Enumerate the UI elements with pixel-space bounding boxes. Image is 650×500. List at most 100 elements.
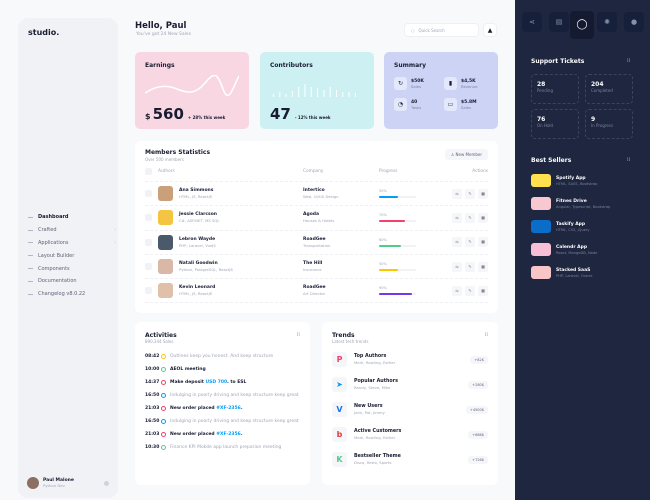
menu-icon[interactable]: ⁞⁞ (296, 332, 300, 338)
row-checkbox[interactable] (145, 287, 152, 295)
sidebar-item[interactable]: Documentation (28, 275, 85, 288)
layout-icon[interactable]: ▤ (549, 12, 569, 32)
contributors-value: 47 (270, 105, 291, 123)
sidebar-item[interactable]: Changelog v8.0.22 (28, 288, 85, 301)
author-skills: Python, PostgreSQL, ReactJS (179, 267, 233, 273)
contributor-bar (317, 88, 319, 97)
trend-item[interactable]: V New Users John, Pat, Jimmy +4500$ (332, 397, 488, 422)
trend-item[interactable]: P Top Authors Mark, Rowling, Esther +82$ (332, 347, 488, 372)
activity-item: 21:03 New order placed #XF-2356. (145, 402, 300, 415)
edit-icon[interactable]: ✎ (465, 237, 475, 248)
sidebar-item[interactable]: Layout Builder (28, 249, 85, 262)
activity-link[interactable]: #XF-2356 (216, 432, 241, 437)
chat-icon[interactable]: ● (624, 12, 644, 32)
app-thumbnail (531, 174, 551, 187)
edit-icon[interactable]: ✎ (465, 285, 475, 296)
best-seller-item[interactable]: Spotify App HTML, SASS, Bootstrap (531, 169, 641, 192)
edit-icon[interactable]: ✎ (465, 188, 475, 199)
user-profile[interactable]: Paul Malone Python Dev (27, 477, 109, 489)
delete-icon[interactable]: ■ (478, 188, 488, 199)
activity-link[interactable]: USD 700 (205, 380, 228, 385)
bell-icon[interactable]: ▲ (483, 23, 497, 37)
delete-icon[interactable]: ■ (478, 261, 488, 272)
settings-icon[interactable] (104, 480, 109, 486)
delete-icon[interactable]: ■ (478, 237, 488, 248)
row-checkbox[interactable] (145, 263, 152, 271)
new-member-label: New Member (455, 152, 482, 157)
author-name[interactable]: Jessie Clarcson (179, 212, 217, 218)
edit-icon[interactable]: ✎ (465, 261, 475, 272)
ticket-value: 28 (537, 81, 546, 88)
summary-label: Revenue (461, 83, 478, 89)
best-seller-item[interactable]: Calendr App React, MongoDB, Node (531, 238, 641, 261)
activity-time: 21:03 (145, 432, 160, 437)
activity-link[interactable]: #XF-2356 (216, 406, 241, 411)
summary-label: Tasks (411, 104, 422, 110)
share-icon[interactable]: ⋖ (522, 12, 542, 32)
menu-icon[interactable]: ⁞⁞ (484, 332, 488, 338)
donut-icon[interactable]: ◯ (570, 11, 594, 39)
select-all-checkbox[interactable] (145, 168, 152, 175)
best-seller-item[interactable]: Stacked SaaS PHP, Laravel, Oracle (531, 261, 641, 284)
activities-subtitle: 890,344 Sales (145, 339, 174, 344)
ticket-stat[interactable]: 9 In Progress (585, 109, 633, 139)
table-row: Lebron Wayde PHP, Laravel, VueJS RoadGee T… (145, 231, 488, 255)
switch-icon[interactable]: ⇋ (452, 285, 462, 296)
new-member-button[interactable]: ♙ New Member (444, 149, 488, 160)
activity-time: 14:37 (145, 380, 160, 385)
sidebar-item[interactable]: Dashboard (28, 211, 85, 224)
summary-label: Sales (411, 83, 422, 89)
best-seller-item[interactable]: Taskify App HTML, CSS, jQuery (531, 215, 641, 238)
search-input[interactable]: ○ Quick Search (404, 23, 479, 37)
author-name[interactable]: Ana Simmons (179, 188, 214, 194)
row-checkbox[interactable] (145, 238, 152, 246)
seller-name: Spotify App (556, 175, 586, 181)
menu-icon[interactable]: ⁞⁞ (627, 58, 631, 64)
trend-badge: +4500$ (465, 405, 488, 414)
sidebar-item-label: Components (38, 265, 70, 272)
progress-bar (379, 220, 416, 223)
timeline-dot-icon (161, 445, 166, 450)
author-name[interactable]: Lebron Wayde (179, 236, 216, 242)
earnings-card: Earnings $560 + 28% this week (135, 52, 249, 129)
table-row: Jessie Clarcson C#, ASP.NET, MS SQL Agoda… (145, 206, 488, 231)
ticket-stat[interactable]: 28 Pending (531, 74, 579, 104)
summary-item: ↻ $50K Sales (394, 77, 438, 90)
best-seller-item[interactable]: Fitnes Drive Angular, Typescript, Bootstr… (531, 192, 641, 215)
author-name[interactable]: Natali Goodwin (179, 261, 218, 267)
seller-tech: HTML, CSS, jQuery (556, 227, 590, 232)
sidebar-item[interactable]: Applications › (28, 237, 116, 250)
contributor-bar (279, 92, 281, 97)
gear-icon[interactable]: ✺ (597, 12, 617, 32)
avatar (158, 210, 173, 226)
row-checkbox[interactable] (145, 190, 152, 198)
trend-sub: Disco, Retro, Sports (354, 460, 392, 465)
trend-item[interactable]: ➤ Popular Authors Randy, Steve, Mike +280$ (332, 372, 488, 397)
row-checkbox[interactable] (145, 214, 152, 222)
sidebar-item[interactable]: Crafted › (28, 224, 116, 237)
summary-card: Summary ↻ $50K Sales ▮ $4,5K Revenue ◔ 40 Tasks ▭… (384, 52, 498, 129)
company-name: RoadGee (303, 285, 326, 291)
menu-icon[interactable]: ⁞⁞ (627, 157, 631, 163)
sidebar-item[interactable]: Components (28, 262, 85, 275)
contributor-bar (329, 87, 331, 97)
activity-item: 16:50 Indulging in poorly driving and kee… (145, 389, 300, 402)
switch-icon[interactable]: ⇋ (452, 237, 462, 248)
trend-item[interactable]: b Active Customers Mark, Rowling, Esther +6… (332, 422, 488, 447)
ticket-label: On Hold (537, 123, 554, 128)
ticket-stat[interactable]: 76 On Hold (531, 109, 579, 139)
switch-icon[interactable]: ⇋ (452, 212, 462, 223)
switch-icon[interactable]: ⇋ (452, 188, 462, 199)
edit-icon[interactable]: ✎ (465, 212, 475, 223)
author-name[interactable]: Kevin Leonard (179, 285, 216, 291)
page-title: Hello, Paul (135, 21, 187, 31)
search-placeholder: Quick Search (418, 27, 445, 33)
ticket-stat[interactable]: 204 Completed (585, 74, 633, 104)
progress-label: 50% (379, 189, 387, 194)
switch-icon[interactable]: ⇋ (452, 261, 462, 272)
delete-icon[interactable]: ■ (478, 285, 488, 296)
delete-icon[interactable]: ■ (478, 212, 488, 223)
trend-item[interactable]: K Bestseller Theme Disco, Retro, Sports +72… (332, 447, 488, 472)
trends-title: Trends (332, 332, 355, 339)
card-icon: ▭ (444, 98, 457, 111)
